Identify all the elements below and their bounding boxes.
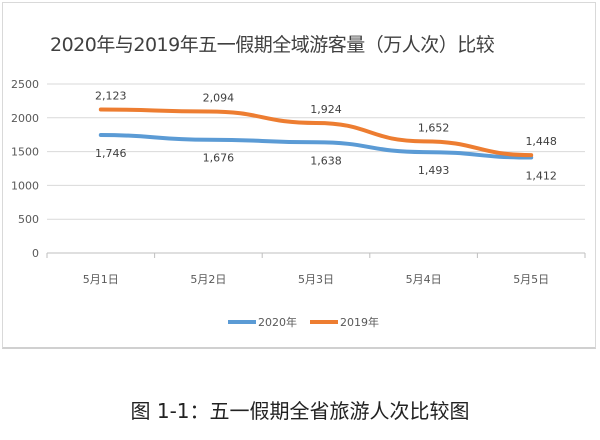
y-tick-label: 2500 [11,78,39,91]
data-label: 1,676 [203,152,235,165]
data-label: 1,746 [95,147,127,160]
x-tick-label: 5月5日 [513,273,549,286]
figure-caption: 图 1-1：五一假期全省旅游人次比较图 [130,399,470,423]
chart-title: 2020年与2019年五一假期全域游客量（万人次）比较 [50,34,495,56]
data-label: 2,094 [203,91,235,104]
data-label: 1,652 [418,121,450,134]
data-label: 1,412 [525,170,557,183]
y-tick-label: 1000 [11,179,39,192]
line-chart: 0 500 1000 1500 2000 2500 5月1日 5月2日 5月3日 5月4日 5月5日… [11,78,586,329]
legend-label: 2020年 [258,315,297,329]
y-tick-label: 2000 [11,112,39,125]
data-label: 1,638 [310,154,342,167]
x-tick-label: 5月3日 [298,273,334,286]
y-tick-label: 1500 [11,146,39,159]
x-tick-label: 5月4日 [406,273,442,286]
data-label: 1,924 [310,103,342,116]
series-line-2019年 [98,107,534,158]
x-tick-label: 5月1日 [83,273,119,286]
x-tick-label: 5月2日 [190,273,226,286]
data-label: 2,123 [95,89,127,102]
legend-label: 2019年 [340,315,379,329]
y-tick-label: 0 [32,247,39,260]
series-line-2020年 [98,132,534,160]
data-label: 1,448 [525,135,557,148]
y-tick-label: 500 [18,213,39,226]
chart-frame [2,2,596,349]
data-label: 1,493 [418,164,450,177]
